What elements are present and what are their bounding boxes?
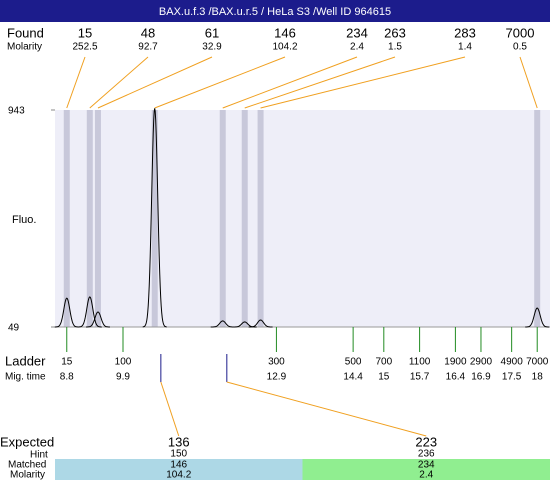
found-size: 283 [454,25,476,40]
x-tick-label: 8.8 [60,372,74,383]
x-tick-label: 15.7 [410,372,430,383]
peak-connector [519,56,538,109]
found-molarity: 2.4 [350,42,364,53]
peak-connector [89,56,149,109]
found-size: 146 [274,25,296,40]
ladder-size: 4900 [501,357,524,368]
trace-peak [142,108,167,328]
ladder-size: 300 [268,357,285,368]
expected-matched: 146 [170,460,187,471]
expected-size: 223 [415,434,437,449]
found-title: Found [7,25,44,40]
peak-band [63,110,70,327]
chart-title: BAX.u.f.3 /BAX.u.r.5 / HeLa S3 /Well ID … [159,6,391,18]
found-molarity: 0.5 [513,42,527,53]
found-molarity: 32.9 [202,42,222,53]
found-molarity: 252.5 [72,42,97,53]
peak-connector [260,56,466,109]
expected-title: Expected [0,434,54,449]
trace-peak [248,319,273,328]
peak-connector [222,56,358,109]
ladder-size: 100 [115,357,132,368]
expected-molarity: 2.4 [419,470,433,480]
found-molarity: 104.2 [272,42,297,53]
peak-connector [244,56,396,109]
expected-molarity: 104.2 [166,470,191,480]
found-molarity: 92.7 [138,42,158,53]
hint-title: Hint [30,450,48,461]
x-tick-label: 15 [378,372,390,383]
molarity-title: Molarity [7,42,42,53]
x-tick-label: 18 [532,372,544,383]
trace-peak [77,296,102,328]
x-tick-label: 17.5 [502,372,522,383]
found-size: 234 [346,25,368,40]
peak-band [257,110,264,327]
found-size: 61 [205,25,219,40]
peak-band [151,110,158,327]
found-size: 15 [78,25,92,40]
trace-peak [210,320,235,328]
found-size: 7000 [506,25,535,40]
molarity-title-bottom: Molarity [10,470,45,480]
y-axis-label: Fluo. [12,214,36,226]
x-tick-label: 16.9 [471,372,491,383]
x-tick-label: 14.4 [343,372,363,383]
expected-matched: 234 [418,460,435,471]
x-tick-label: 12.9 [267,372,287,383]
ladder-size: 700 [375,357,392,368]
expected-hint: 150 [170,449,187,460]
found-size: 263 [384,25,406,40]
peak-connector [66,56,86,109]
y-tick-label: 49 [8,323,20,334]
plot-area [55,110,550,327]
peak-band [86,110,93,327]
expected-size: 136 [168,434,190,449]
expected-connector [226,381,427,437]
x-tick-label: 16.4 [446,372,466,383]
ladder-size: 7000 [526,357,549,368]
trace-peak [54,297,79,328]
expected-hint: 236 [418,449,435,460]
ladder-title: Ladder [5,353,46,368]
matched-title: Matched [8,460,46,471]
found-size: 48 [141,25,155,40]
found-molarity: 1.5 [388,42,402,53]
found-molarity: 1.4 [458,42,472,53]
header-bar [0,0,550,22]
ladder-size: 500 [345,357,362,368]
peak-band [534,110,541,327]
trace-peak [525,307,550,328]
x-tick-label: 9.9 [116,372,130,383]
ladder-size: 15 [61,357,73,368]
peak-connector [97,56,213,109]
y-tick-label: 943 [8,106,25,117]
expected-box [55,459,303,480]
ladder-size: 2900 [470,357,493,368]
peak-band [241,110,248,327]
ladder-size: 1100 [409,357,431,368]
peak-band [219,110,226,327]
expected-connector [160,381,180,437]
trace-peak [86,311,110,328]
peak-band [94,110,101,327]
peak-connector [154,56,286,109]
expected-box [302,459,550,480]
ladder-size: 1900 [444,357,467,368]
mig-time-title: Mig. time [5,372,46,383]
